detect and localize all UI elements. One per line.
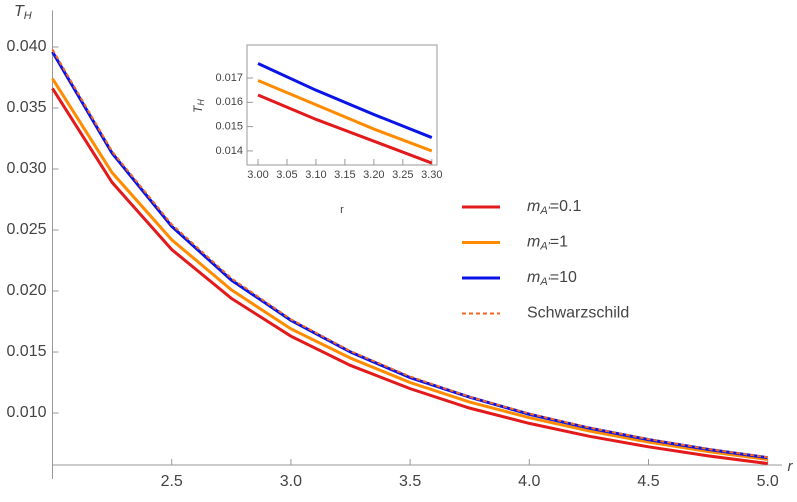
x-tick-label: 3.20 [363, 169, 384, 181]
x-tick-label: 5.0 [757, 473, 779, 490]
series-line [51, 49, 768, 459]
series-line [51, 77, 768, 461]
inset-frame [246, 44, 438, 166]
x-tick-label: 3.25 [392, 169, 413, 181]
y-tick-label: 0.015 [215, 121, 243, 133]
x-tick-label: 3.15 [334, 169, 355, 181]
x-tick-label: 4.5 [637, 473, 659, 490]
y-tick-label: 0.015 [6, 343, 46, 360]
x-tick-label: 4.0 [518, 473, 540, 490]
legend-label: mA'=10 [527, 269, 577, 288]
y-tick-label: 0.017 [215, 72, 243, 84]
legend-label: Schwarzschild [527, 305, 629, 322]
y-axis-label: TH [191, 99, 206, 113]
y-tick-label: 0.020 [6, 282, 46, 299]
legend-label: mA'=0.1 [527, 198, 581, 217]
series-line [257, 62, 433, 139]
legend-label: mA'=1 [527, 234, 568, 253]
x-tick-label: 2.5 [161, 473, 183, 490]
y-axis-label: TH [14, 3, 32, 22]
x-tick-label: 3.0 [280, 473, 302, 490]
y-tick-label: 0.014 [215, 145, 243, 157]
y-tick-label: 0.035 [6, 99, 46, 116]
x-tick-label: 3.10 [305, 169, 326, 181]
y-tick-label: 0.010 [6, 404, 46, 421]
x-tick-label: 3.5 [399, 473, 421, 490]
x-tick-label: 3.00 [247, 169, 268, 181]
y-tick-label: 0.030 [6, 160, 46, 177]
x-tick-label: 3.05 [276, 169, 297, 181]
x-tick-label: 3.30 [421, 169, 442, 181]
y-tick-label: 0.025 [6, 221, 46, 238]
series-line [51, 87, 768, 466]
x-axis-label: r [340, 204, 344, 216]
x-axis-label: r [788, 458, 794, 475]
y-tick-label: 0.016 [215, 96, 243, 108]
series-line [257, 93, 433, 165]
y-tick-label: 0.040 [6, 38, 46, 55]
series-line [257, 79, 433, 153]
